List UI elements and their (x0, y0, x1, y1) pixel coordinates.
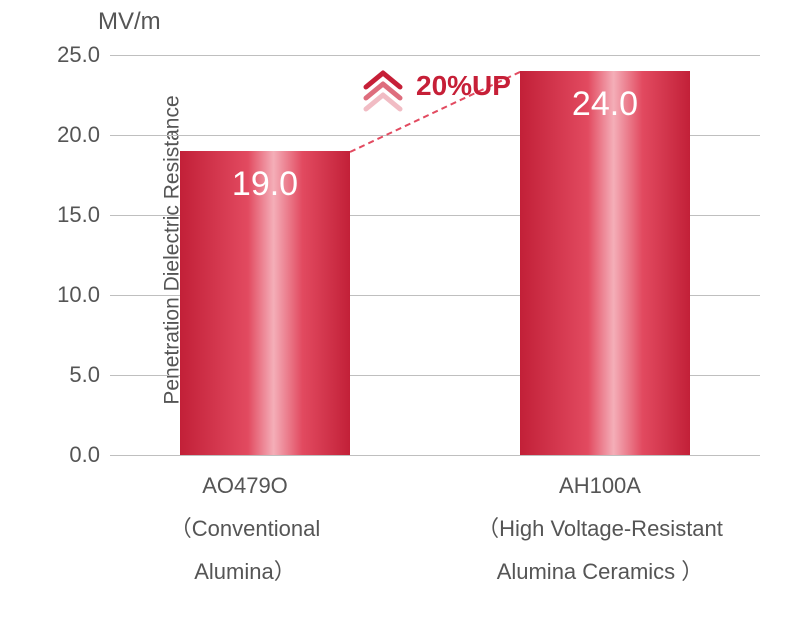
x-label-ao479o: AO479O （Conventional Alumina） (90, 465, 400, 594)
y-tick-label: 5.0 (69, 362, 100, 388)
unit-label: MV/m (98, 8, 161, 36)
chart-container: MV/m Penetration Dielectric Resistance 0… (0, 0, 800, 623)
y-tick-label: 25.0 (57, 42, 100, 68)
up-chevrons-icon (360, 69, 406, 113)
y-tick-label: 20.0 (57, 122, 100, 148)
callout-text: 20%UP (416, 70, 511, 102)
x-label-line: AO479O (90, 465, 400, 508)
bar-value-label: 24.0 (572, 85, 638, 124)
plot-area: 0.0 5.0 10.0 15.0 20.0 25.0 19.0 24.0 (110, 55, 760, 455)
gridline: 25.0 (110, 55, 760, 56)
bar-ao479o: 19.0 (180, 151, 350, 455)
y-tick-label: 10.0 (57, 282, 100, 308)
bar-value-label: 19.0 (232, 165, 298, 204)
x-label-line: Alumina） (90, 551, 400, 594)
y-tick-label: 15.0 (57, 202, 100, 228)
gridline: 0.0 (110, 455, 760, 456)
x-label-ah100a: AH100A （High Voltage-Resistant Alumina C… (430, 465, 770, 594)
x-label-line: Alumina Ceramics ） (430, 551, 770, 594)
x-label-line: （Conventional (90, 508, 400, 551)
bar-ah100a: 24.0 (520, 71, 690, 455)
x-label-line: AH100A (430, 465, 770, 508)
x-label-line: （High Voltage-Resistant (430, 508, 770, 551)
